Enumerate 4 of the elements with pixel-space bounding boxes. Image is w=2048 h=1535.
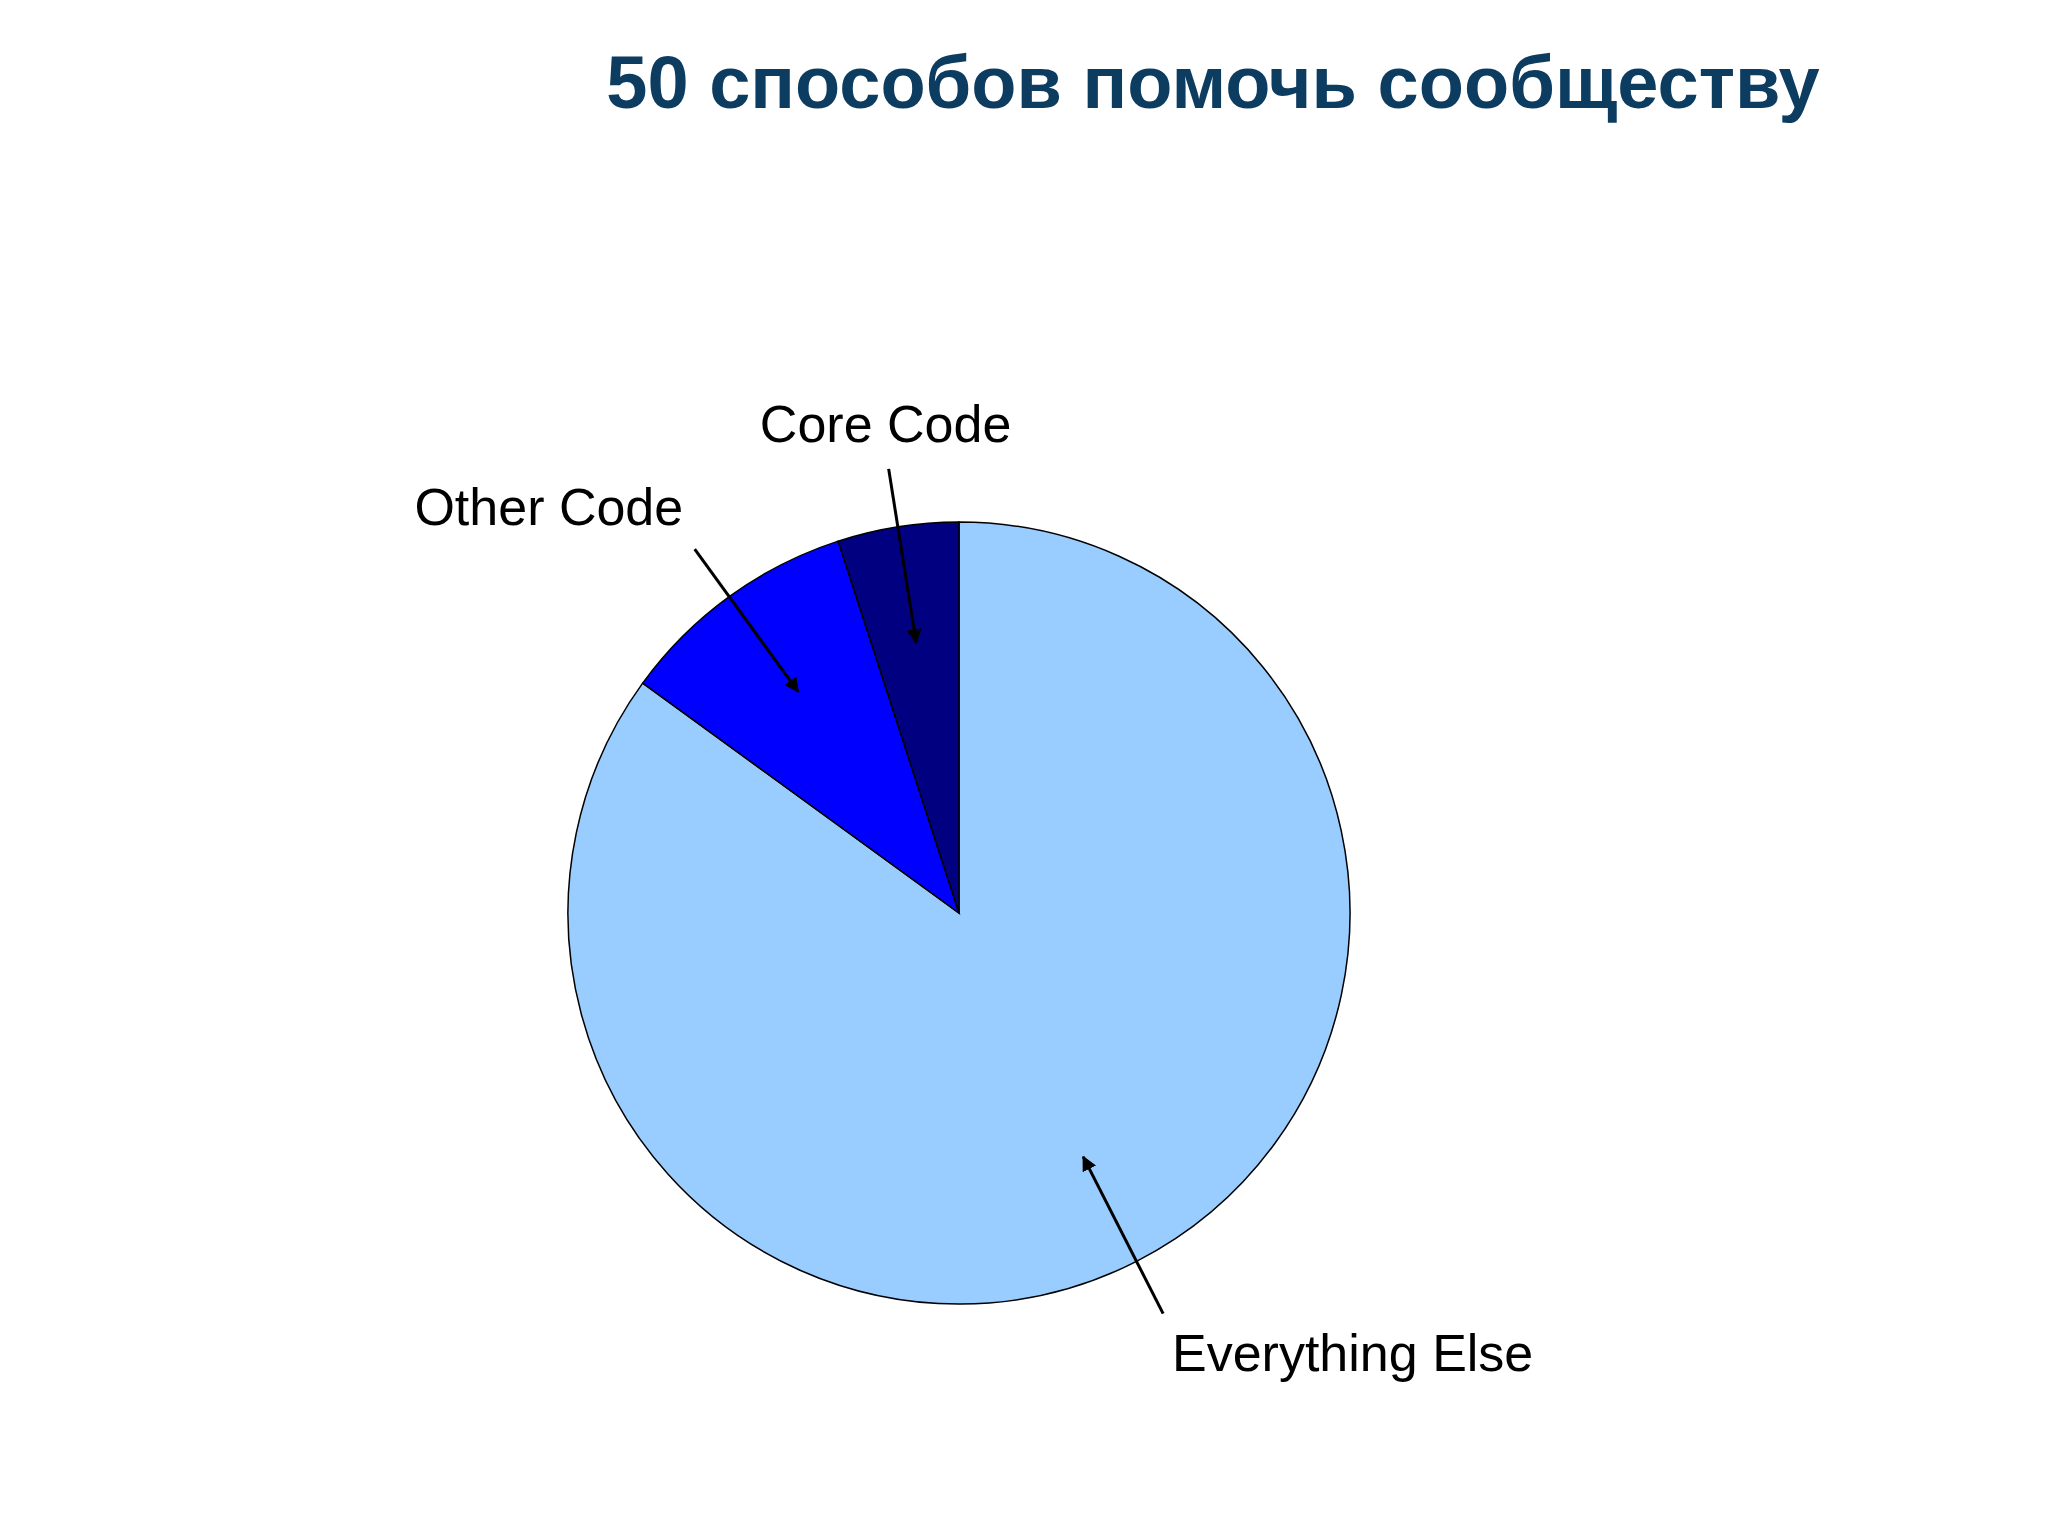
slice-label: Core Code — [759, 394, 1012, 453]
slice-label: Everything Else — [1172, 1324, 1534, 1383]
chart-title: 50 способов помочь сообществу — [606, 41, 1820, 124]
slice-label: Other Code — [414, 478, 684, 537]
